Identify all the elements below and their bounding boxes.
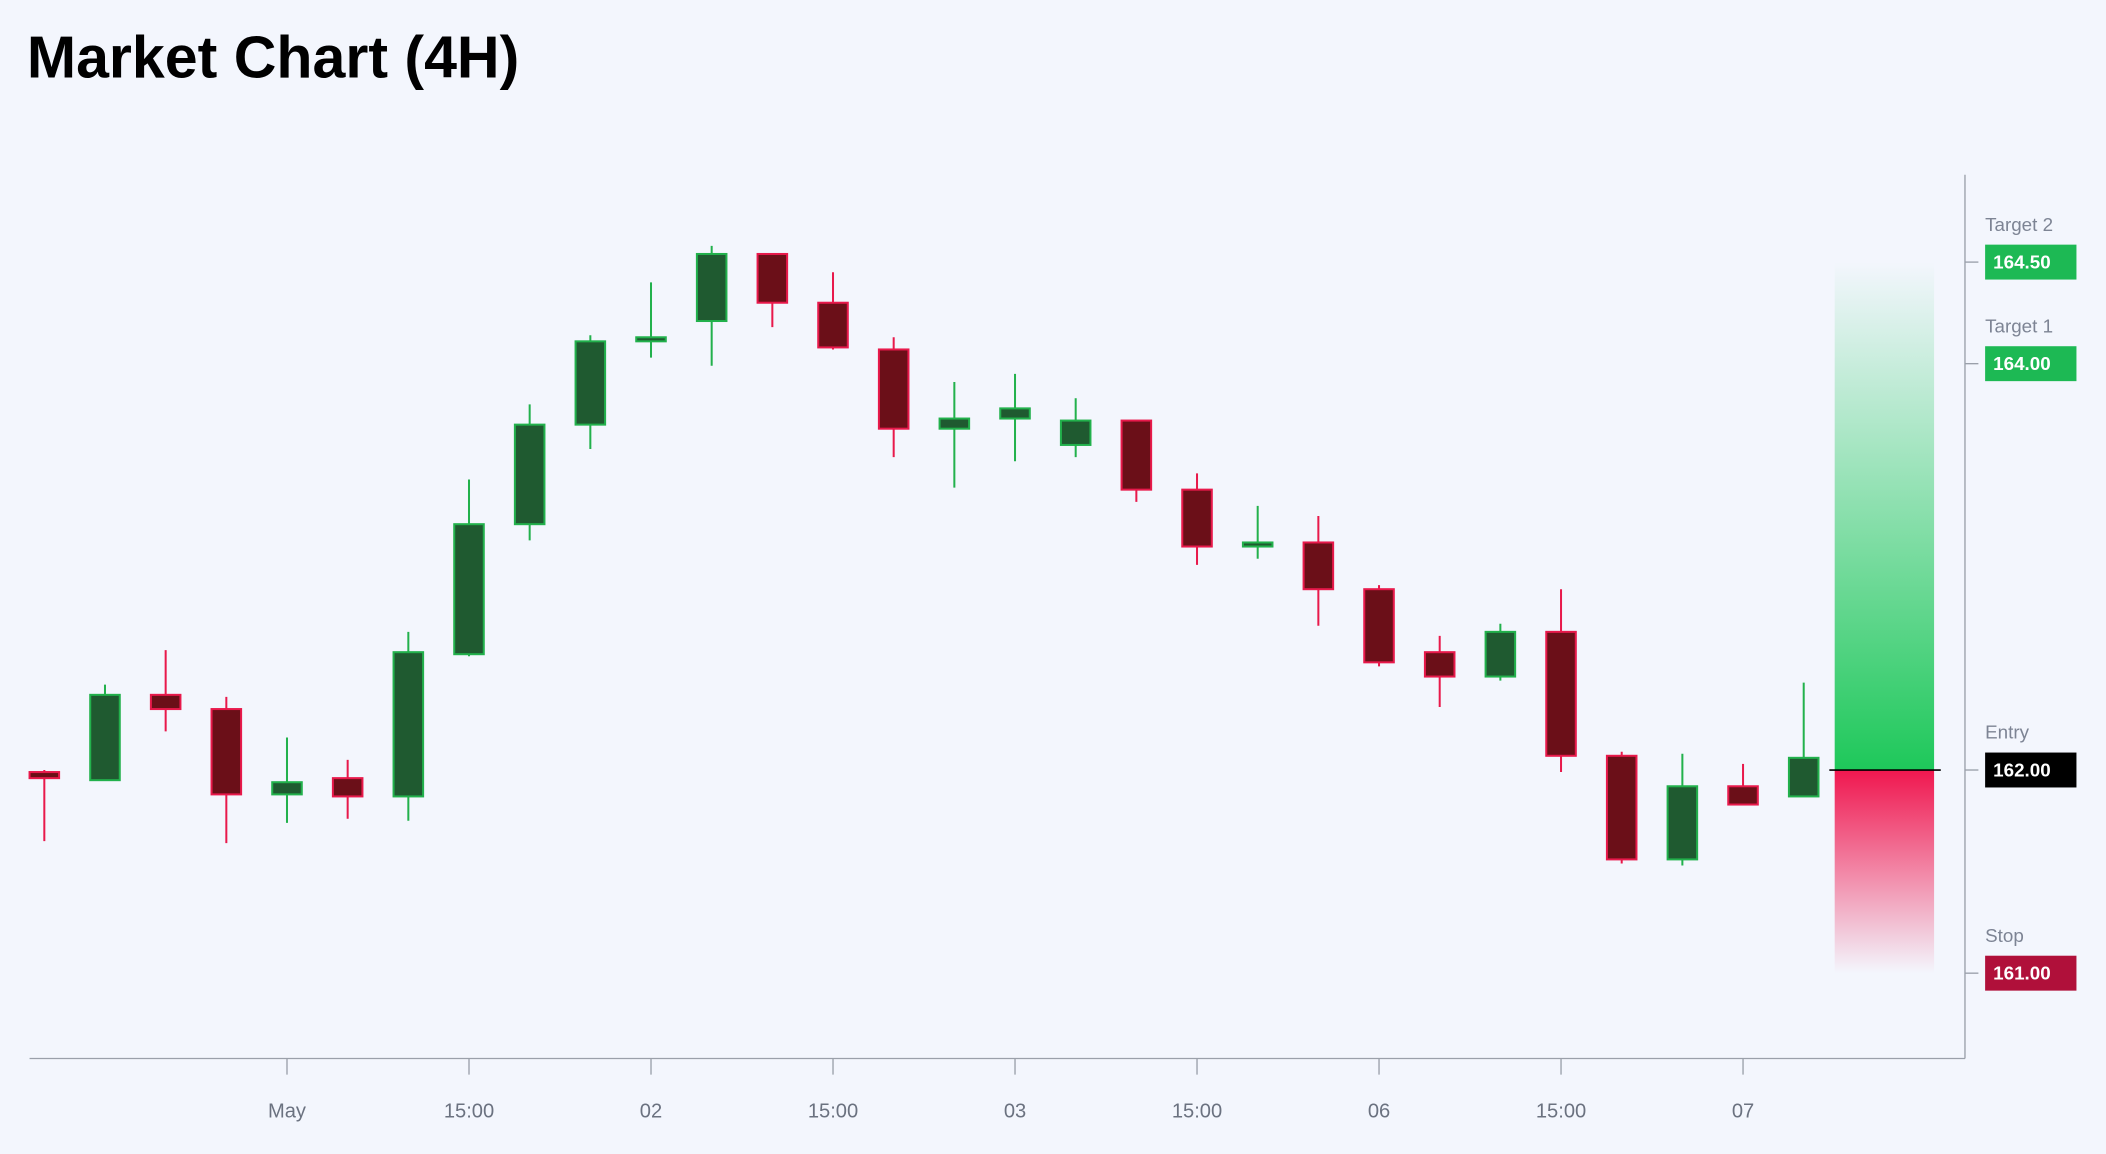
- level-badge: [1985, 752, 2077, 788]
- candle-body: [1302, 541, 1335, 591]
- level-name: Stop: [1985, 925, 2024, 946]
- level-label: 161.00: [1993, 962, 2051, 983]
- candle-body: [1484, 630, 1517, 678]
- candle-body: [695, 252, 728, 323]
- candle-body: [756, 252, 789, 304]
- candle-body: [331, 777, 364, 798]
- level-label: 164.00: [1993, 353, 2051, 374]
- x-tick-label: 03: [1004, 1101, 1026, 1123]
- candle-body: [89, 693, 121, 782]
- x-tick-label: 15:00: [444, 1101, 494, 1123]
- candle-body: [1727, 785, 1759, 806]
- x-tick-label: 06: [1368, 1101, 1390, 1123]
- candle-body: [271, 781, 303, 796]
- candle-body: [1120, 419, 1153, 491]
- candle-body: [635, 336, 667, 343]
- level-name: Entry: [1985, 722, 2029, 743]
- level-name: Target 1: [1985, 315, 2053, 336]
- candle-body: [1363, 588, 1395, 664]
- candle-body: [1666, 785, 1699, 861]
- x-tick-label: 15:00: [1536, 1101, 1586, 1123]
- x-tick-label: 15:00: [1172, 1101, 1222, 1123]
- level-label: 164.50: [1993, 251, 2051, 272]
- candle-body: [1059, 419, 1092, 446]
- candle-body: [1545, 630, 1577, 757]
- candle-body: [453, 523, 485, 656]
- candle-body: [28, 771, 61, 780]
- x-tick-label: 07: [1732, 1101, 1754, 1123]
- candle-body: [817, 301, 849, 349]
- candle-body: [149, 693, 182, 711]
- loss-zone: [1834, 770, 1935, 974]
- candle-body: [1423, 651, 1456, 678]
- chart-title: Market Chart (4H): [27, 25, 519, 91]
- level-badge: [1985, 955, 2077, 991]
- candle-body: [392, 651, 425, 798]
- candle-body: [513, 423, 546, 526]
- candle-body: [999, 407, 1031, 420]
- candle-body: [877, 348, 910, 430]
- x-tick-label: 15:00: [808, 1101, 858, 1123]
- candle-body: [210, 708, 243, 796]
- candle-body: [1787, 756, 1820, 798]
- candle-body: [1181, 488, 1213, 548]
- candle-body: [1241, 541, 1274, 548]
- x-tick-label: May: [268, 1101, 307, 1123]
- level-badge: [1985, 244, 2077, 280]
- profit-zone: [1834, 262, 1935, 771]
- level-name: Target 2: [1985, 214, 2053, 235]
- candle-body: [1605, 754, 1638, 861]
- candle-body: [938, 417, 971, 430]
- level-label: 162.00: [1993, 759, 2051, 780]
- candle-body: [574, 340, 607, 426]
- level-badge: [1985, 346, 2077, 382]
- x-tick-label: 02: [640, 1101, 662, 1123]
